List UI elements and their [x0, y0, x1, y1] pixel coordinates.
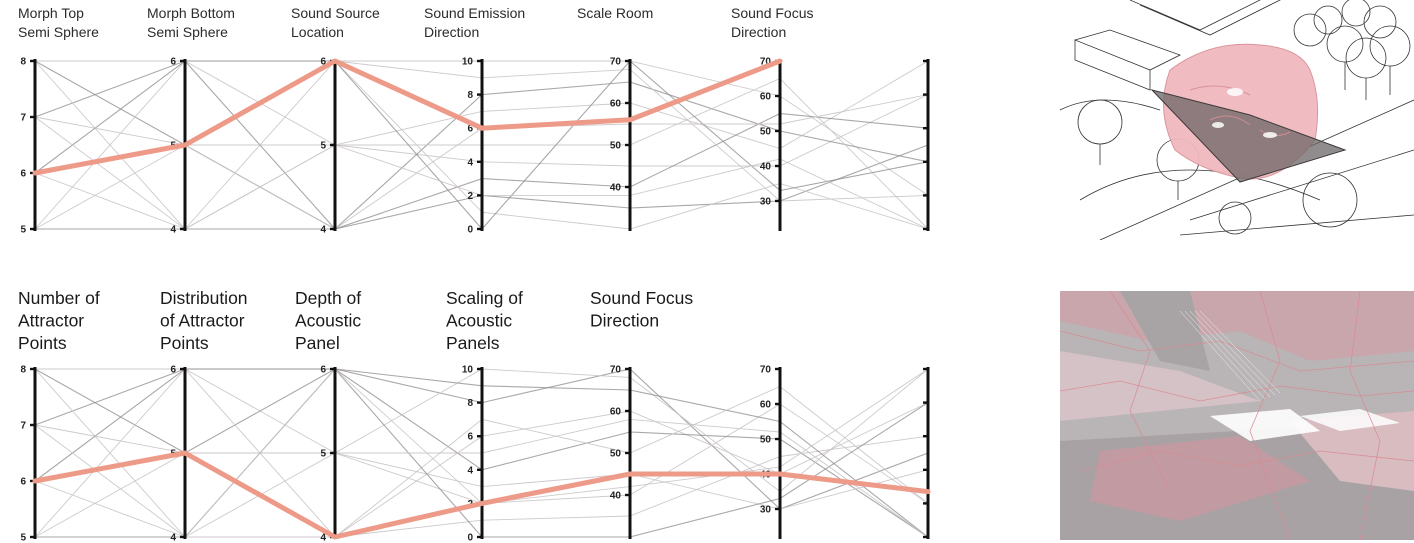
axis-title: Sound Emission: [424, 5, 525, 21]
tick-label: 70: [760, 365, 772, 376]
axis-title: Sound Focus: [590, 288, 693, 308]
tick-label: 8: [20, 57, 26, 68]
axis-title: Sound Focus: [731, 5, 814, 21]
axis-title: Semi Sphere: [18, 24, 99, 40]
tick-label: 6: [170, 57, 176, 68]
tick-label: 5: [320, 141, 326, 152]
axis-title: Sound Source: [291, 5, 380, 21]
axis-title: Number of: [18, 288, 100, 308]
tick-label: 7: [20, 421, 26, 432]
axis-title: Scaling of: [446, 288, 523, 308]
tick-label: 60: [760, 400, 772, 411]
tick-label: 70: [610, 365, 622, 376]
tick-label: 10: [462, 57, 474, 68]
tick-label: 70: [610, 57, 622, 68]
tick-label: 30: [760, 505, 772, 516]
axis-title: Distribution: [160, 288, 248, 308]
axis-title: Acoustic: [446, 311, 512, 331]
axis-title: Panels: [446, 333, 500, 353]
tick-label: 0: [467, 533, 473, 543]
axis-title: Depth of: [295, 288, 361, 308]
tick-label: 50: [610, 449, 622, 460]
tick-label: 6: [320, 57, 326, 68]
axis-title: Location: [291, 24, 344, 40]
highlight-line: [32, 450, 931, 540]
axis-title: Direction: [731, 24, 786, 40]
tick-label: 0: [467, 225, 473, 236]
axis-title: Scale Room: [577, 5, 653, 21]
axis-title: Morph Bottom: [147, 5, 235, 21]
tick-label: 40: [610, 183, 622, 194]
tick-label: 6: [467, 432, 473, 443]
tick-label: 4: [170, 533, 176, 543]
tick-label: 4: [320, 533, 326, 543]
axis-title: Panel: [295, 333, 340, 353]
tick-label: 30: [760, 197, 772, 208]
axis-title: Points: [18, 333, 67, 353]
tick-label: 2: [467, 191, 473, 202]
tick-label: 50: [760, 127, 772, 138]
parallel-coordinates-charts: 5 6 7 8 Morph Top Semi Sphere 4 5 6 Morph Bottom S…: [18, 5, 931, 543]
tick-label: 4: [467, 465, 473, 476]
axis-title: of Attractor: [160, 311, 245, 331]
tick-label: 60: [610, 99, 622, 110]
axis-title: Direction: [424, 24, 479, 40]
tick-label: 70: [760, 57, 772, 68]
tick-label: 5: [20, 533, 26, 543]
tick-label: 60: [760, 92, 772, 103]
tick-label: 60: [610, 407, 622, 418]
tick-label: 5: [20, 225, 26, 236]
tick-label: 6: [170, 365, 176, 376]
tick-label: 7: [20, 113, 26, 124]
tick-label: 50: [760, 435, 772, 446]
axis-title: Semi Sphere: [147, 24, 228, 40]
interior-render-image: [1060, 291, 1414, 540]
tick-label: 40: [610, 491, 622, 502]
tick-label: 6: [20, 169, 26, 180]
tick-label: 8: [467, 398, 473, 409]
axis-title: Acoustic: [295, 311, 361, 331]
tick-label: 40: [760, 162, 772, 173]
tick-label: 6: [467, 124, 473, 135]
tick-label: 6: [320, 365, 326, 376]
tick-label: 4: [320, 225, 326, 236]
top-chart: 5 6 7 8 Morph Top Semi Sphere 4 5 6 Morph Bottom S…: [18, 5, 930, 236]
highlight-line: [32, 58, 783, 176]
axis-title: Attractor: [18, 311, 84, 331]
tick-label: 4: [467, 157, 473, 168]
site-render-image: [1060, 0, 1414, 240]
tick-label: 50: [610, 141, 622, 152]
tick-label: 5: [320, 449, 326, 460]
tick-label: 6: [20, 477, 26, 488]
tick-label: 8: [20, 365, 26, 376]
tick-label: 10: [462, 365, 474, 376]
tick-label: 8: [467, 90, 473, 101]
tick-label: 4: [170, 225, 176, 236]
axis-title: Direction: [590, 311, 659, 331]
axis-title: Morph Top: [18, 5, 84, 21]
axis-title: Points: [160, 333, 209, 353]
